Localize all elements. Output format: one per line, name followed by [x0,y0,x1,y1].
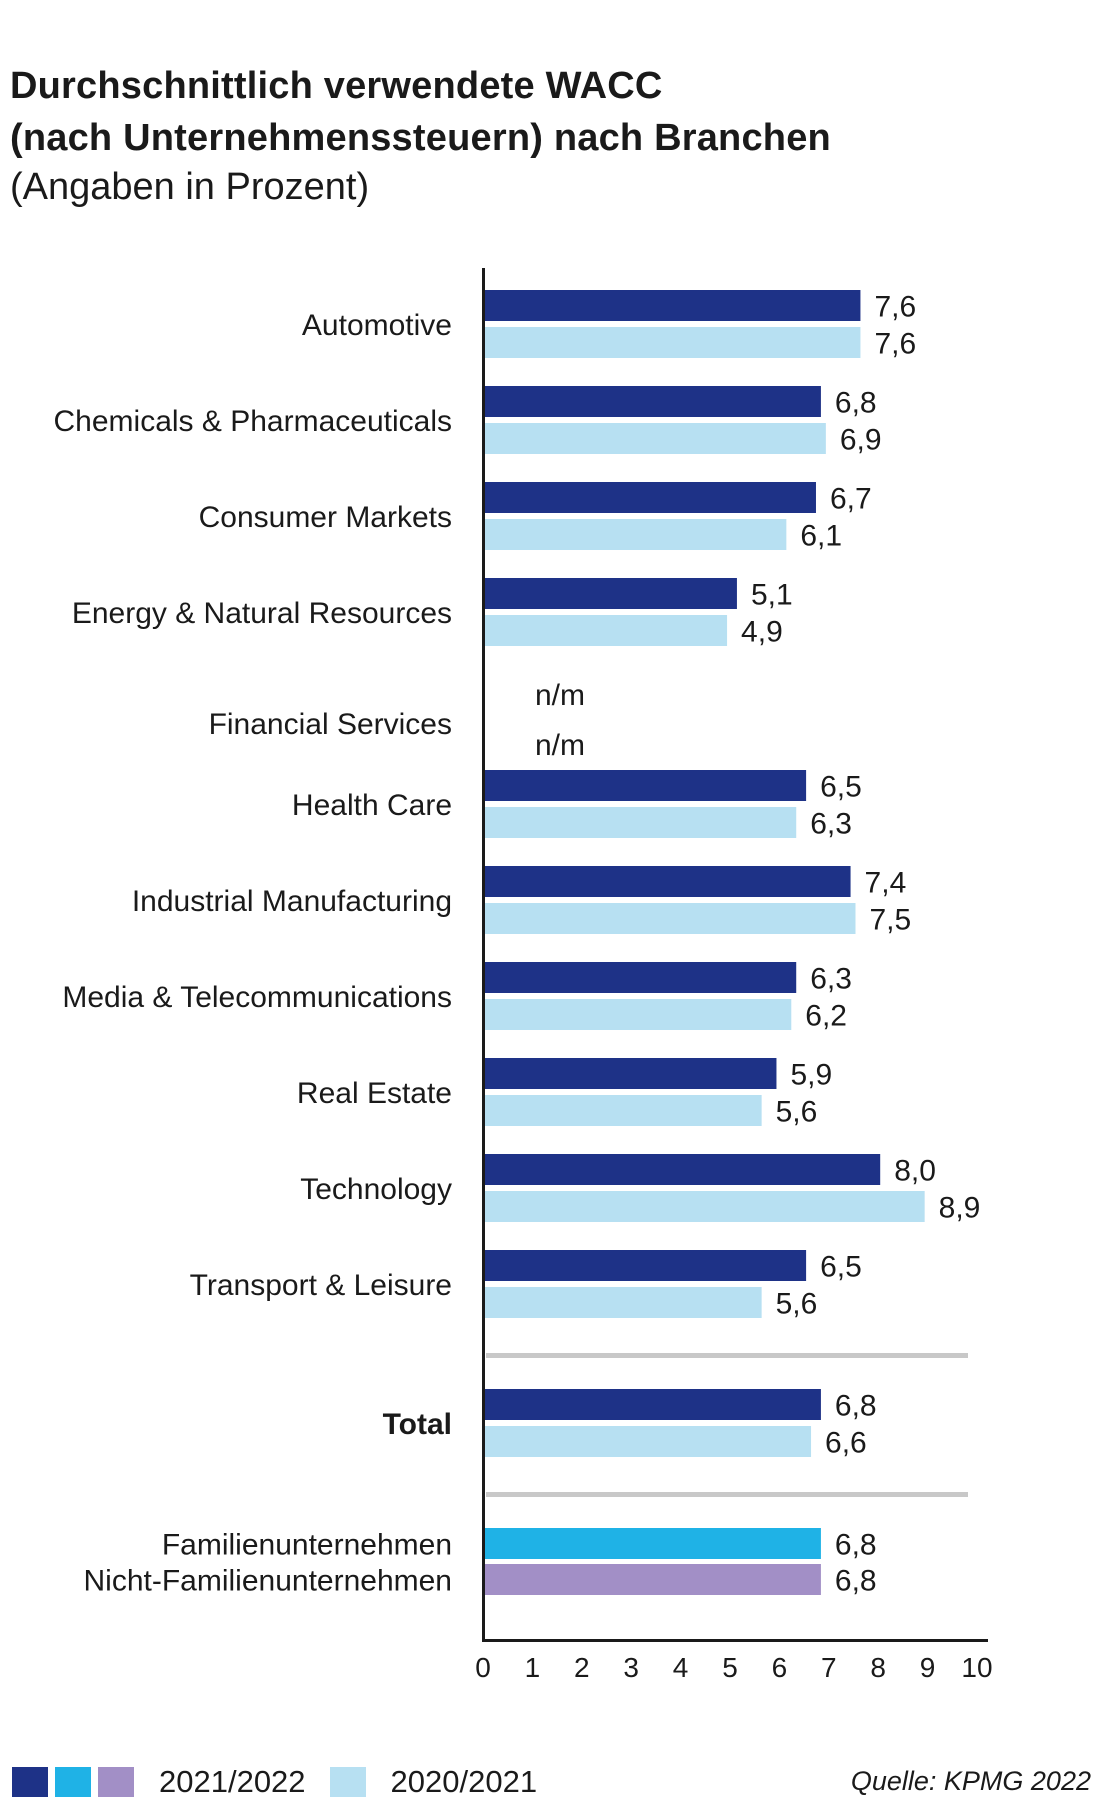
legend-swatch-current [12,1767,48,1797]
chart-subtitle: (Angaben in Prozent) [10,166,370,208]
bar-industrial-manufacturing-1 [485,903,856,934]
x-tick-label-2: 2 [574,1652,590,1683]
value-label-media-and-telecommunications-0: 6,3 [810,963,852,996]
value-label-media-and-telecommunications-1: 6,2 [805,1000,847,1033]
category-label-familienunternehmen: Familienunternehmen [162,1529,452,1562]
bar-health-care-1 [485,807,797,838]
chart-title-line-2: (nach Unternehmenssteuern) nach Branchen [10,117,831,159]
x-tick-label-3: 3 [623,1652,639,1683]
value-label-technology-0: 8,0 [894,1155,936,1188]
value-label-technology-1: 8,9 [939,1192,981,1225]
legend-swatch-nonfamily [98,1767,134,1797]
separator-line [486,1353,968,1358]
bar-technology-1 [485,1191,925,1222]
value-label-real-estate-0: 5,9 [790,1059,832,1092]
bar-automotive-1 [485,327,861,358]
value-label-chemicals-and-pharmaceuticals-0: 6,8 [835,387,877,420]
value-label-health-care-0: 6,5 [820,771,862,804]
x-tick-label-1: 1 [525,1652,541,1683]
legend: 2021/2022 2020/2021 [12,1762,561,1802]
bar-chemicals-and-pharmaceuticals-1 [485,423,826,454]
category-label-energy-and-natural-resources: Energy & Natural Resources [72,597,452,630]
value-label-chemicals-and-pharmaceuticals-1: 6,9 [840,424,882,457]
x-axis-line [482,1639,988,1642]
value-label-real-estate-1: 5,6 [776,1096,818,1129]
bar-familienunternehmen-0 [485,1528,821,1559]
category-label-consumer-markets: Consumer Markets [199,501,452,534]
value-label-transport-and-leisure-1: 5,6 [776,1288,818,1321]
category-label-transport-and-leisure: Transport & Leisure [190,1269,452,1302]
bar-real-estate-1 [485,1095,762,1126]
separator-line [486,1492,968,1497]
chart-title-line-1: Durchschnittlich verwendete WACC [10,65,663,107]
value-label-energy-and-natural-resources-0: 5,1 [751,579,793,612]
value-label-financial-services-0: n/m [535,679,585,712]
legend-label-previous: 2020/2021 [390,1764,538,1799]
value-label-industrial-manufacturing-1: 7,5 [870,904,912,937]
legend-swatch-family [55,1767,91,1797]
value-label-automotive-1: 7,6 [874,328,916,361]
bar-industrial-manufacturing-0 [485,866,851,897]
category-label-automotive: Automotive [302,309,452,342]
bar-transport-and-leisure-1 [485,1287,762,1318]
bar-transport-and-leisure-0 [485,1250,807,1281]
bar-nicht-familienunternehmen-0 [485,1564,821,1595]
bar-total-0 [485,1389,821,1420]
bar-media-and-telecommunications-0 [485,962,797,993]
bar-chemicals-and-pharmaceuticals-0 [485,386,821,417]
x-tick-label-10: 10 [961,1652,992,1683]
value-label-familienunternehmen-0: 6,8 [835,1529,877,1562]
value-label-industrial-manufacturing-0: 7,4 [865,867,907,900]
x-tick-label-8: 8 [870,1652,886,1683]
category-label-health-care: Health Care [292,789,452,822]
bar-health-care-0 [485,770,807,801]
category-label-technology: Technology [300,1173,452,1206]
x-tick-label-5: 5 [722,1652,738,1683]
legend-swatch-previous [329,1767,366,1797]
bar-automotive-0 [485,290,861,321]
bar-consumer-markets-0 [485,482,816,513]
wacc-bar-chart: Automotive 7,6 7,6 Chemicals & Pharmaceutic… [54,268,993,1683]
category-label-real-estate: Real Estate [297,1077,452,1110]
category-label-chemicals-and-pharmaceuticals: Chemicals & Pharmaceuticals [54,405,452,438]
value-label-energy-and-natural-resources-1: 4,9 [741,616,783,649]
source-note: Quelle: KPMG 2022 [850,1766,1091,1796]
x-tick-label-9: 9 [920,1652,936,1683]
bar-media-and-telecommunications-1 [485,999,792,1030]
chart-title: Durchschnittlich verwendete WACC (nach U… [10,60,831,164]
category-label-total: Total [383,1408,452,1441]
bar-consumer-markets-1 [485,519,787,550]
category-label-nicht-familienunternehmen: Nicht-Familienunternehmen [84,1565,453,1598]
y-axis-line [482,268,485,1642]
value-label-transport-and-leisure-0: 6,5 [820,1251,862,1284]
value-label-financial-services-1: n/m [535,729,585,762]
category-label-financial-services: Financial Services [209,708,452,741]
value-label-automotive-0: 7,6 [874,291,916,324]
legend-label-current: 2021/2022 [159,1764,306,1799]
category-label-industrial-manufacturing: Industrial Manufacturing [132,885,452,918]
x-tick-label-7: 7 [821,1652,837,1683]
x-tick-label-6: 6 [772,1652,788,1683]
value-label-total-1: 6,6 [825,1427,867,1460]
value-label-consumer-markets-1: 6,1 [800,520,842,553]
bar-energy-and-natural-resources-1 [485,615,728,646]
value-label-nicht-familienunternehmen-0: 6,8 [835,1565,877,1598]
bar-technology-0 [485,1154,881,1185]
value-label-health-care-1: 6,3 [810,808,852,841]
x-tick-label-0: 0 [475,1652,491,1683]
bar-energy-and-natural-resources-0 [485,578,737,609]
value-label-consumer-markets-0: 6,7 [830,483,872,516]
bar-total-1 [485,1426,812,1457]
bar-real-estate-0 [485,1058,777,1089]
x-tick-label-4: 4 [673,1652,689,1683]
category-label-media-and-telecommunications: Media & Telecommunications [62,981,452,1014]
value-label-total-0: 6,8 [835,1390,877,1423]
